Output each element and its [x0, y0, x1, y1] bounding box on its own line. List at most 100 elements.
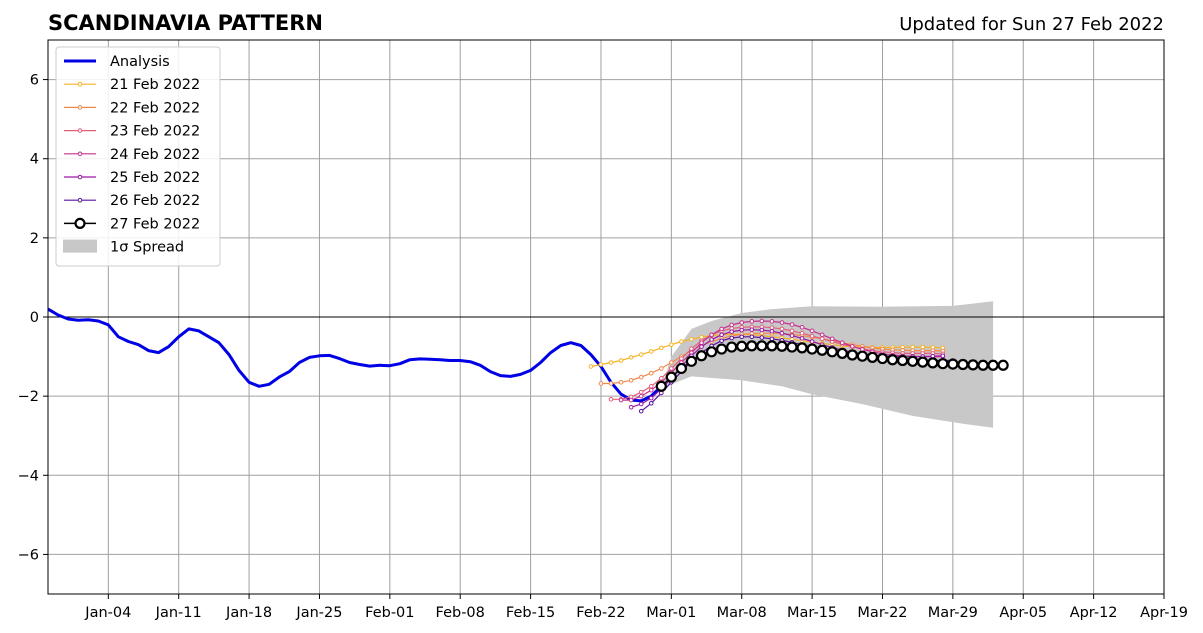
data-point — [866, 351, 879, 363]
series-0 — [48, 307, 663, 403]
data-point — [705, 346, 718, 358]
x-tick-label: Feb-08 — [436, 605, 485, 621]
x-tick-label: Jan-04 — [84, 605, 131, 621]
data-point — [689, 346, 694, 351]
x-tick-label: Jan-25 — [295, 605, 342, 621]
series-layer — [48, 307, 1009, 414]
y-tick-label: −2 — [18, 389, 39, 405]
chart-title: SCANDINAVIA PATTERN — [48, 11, 323, 35]
data-point — [789, 328, 795, 334]
data-point — [669, 360, 674, 365]
data-point — [608, 397, 614, 402]
data-point — [716, 343, 728, 355]
data-point — [608, 381, 614, 386]
data-point — [836, 347, 848, 360]
data-point — [947, 358, 959, 370]
data-point — [679, 356, 684, 361]
legend-label: 1σ Spread — [110, 240, 184, 256]
data-point — [675, 362, 688, 375]
data-point — [746, 340, 758, 352]
data-point — [655, 380, 667, 392]
data-point — [638, 408, 644, 414]
legend-marker — [77, 128, 83, 133]
data-point — [917, 356, 929, 368]
legend-label: 25 Feb 2022 — [110, 170, 200, 186]
data-point — [749, 319, 755, 324]
data-point — [779, 326, 785, 332]
data-point — [669, 342, 674, 348]
data-point — [769, 325, 775, 330]
data-point — [957, 358, 969, 371]
data-point — [786, 341, 798, 353]
x-tick-label: Apr-05 — [999, 605, 1047, 621]
data-point — [628, 397, 634, 403]
data-point — [739, 334, 745, 340]
data-point — [967, 359, 979, 371]
data-point — [850, 343, 855, 349]
legend-swatch-spread — [63, 239, 97, 253]
y-axis: −6 −4 −2 0 2 4 6 — [18, 73, 48, 563]
data-point — [839, 340, 845, 346]
data-point — [846, 349, 858, 361]
data-point — [940, 353, 946, 359]
data-point — [997, 359, 1009, 371]
data-point — [977, 359, 989, 371]
data-point — [759, 335, 765, 340]
x-axis: Jan-04 Jan-11 Jan-18 Jan-25 Feb-01 Feb-08 Feb-… — [84, 594, 1188, 621]
data-point — [719, 332, 724, 338]
data-point — [669, 366, 674, 371]
data-point — [769, 328, 775, 334]
data-point — [856, 350, 868, 362]
data-point — [695, 350, 708, 362]
legend-box — [55, 46, 221, 267]
data-point — [658, 366, 664, 371]
data-point — [648, 383, 654, 389]
data-point — [819, 332, 825, 338]
data-point — [648, 370, 654, 376]
data-point — [756, 340, 768, 352]
y-tick-label: 6 — [30, 73, 39, 89]
data-point — [628, 378, 634, 383]
data-point — [658, 345, 664, 351]
data-point — [809, 339, 815, 344]
spread-band — [661, 301, 994, 428]
data-point — [876, 352, 889, 365]
spread-layer — [661, 301, 994, 428]
data-point — [628, 355, 634, 360]
data-point — [638, 352, 644, 357]
legend-label: 22 Feb 2022 — [110, 100, 200, 116]
data-point — [769, 319, 775, 324]
data-point — [598, 362, 604, 367]
data-point — [739, 327, 745, 333]
data-point — [608, 360, 614, 365]
data-point — [826, 346, 838, 358]
data-point — [638, 389, 644, 395]
y-tick-label: −4 — [18, 468, 39, 484]
data-point — [819, 336, 825, 342]
legend-marker — [77, 174, 83, 180]
legend: Analysis 21 Feb 2022 22 Feb 2022 23 Feb 202… — [55, 46, 221, 267]
data-point — [709, 332, 714, 338]
x-tick-label: Jan-11 — [155, 605, 202, 621]
data-point — [779, 330, 785, 336]
data-point — [665, 371, 677, 383]
data-point — [638, 374, 644, 380]
legend-label: 23 Feb 2022 — [110, 124, 200, 140]
data-point — [987, 359, 999, 371]
data-point — [638, 401, 644, 407]
data-point — [739, 320, 745, 325]
data-point — [699, 334, 704, 340]
legend-label: 21 Feb 2022 — [110, 77, 200, 93]
data-point — [648, 400, 654, 406]
legend-marker — [77, 105, 83, 110]
data-point — [759, 318, 765, 324]
data-point — [699, 344, 704, 349]
legend-label: 24 Feb 2022 — [110, 147, 200, 163]
y-tick-label: −6 — [18, 547, 39, 563]
data-point — [920, 344, 926, 350]
data-point — [648, 387, 654, 393]
data-point — [907, 355, 919, 367]
x-tick-label: Feb-15 — [506, 605, 555, 621]
x-tick-label: Apr-12 — [1070, 605, 1118, 621]
